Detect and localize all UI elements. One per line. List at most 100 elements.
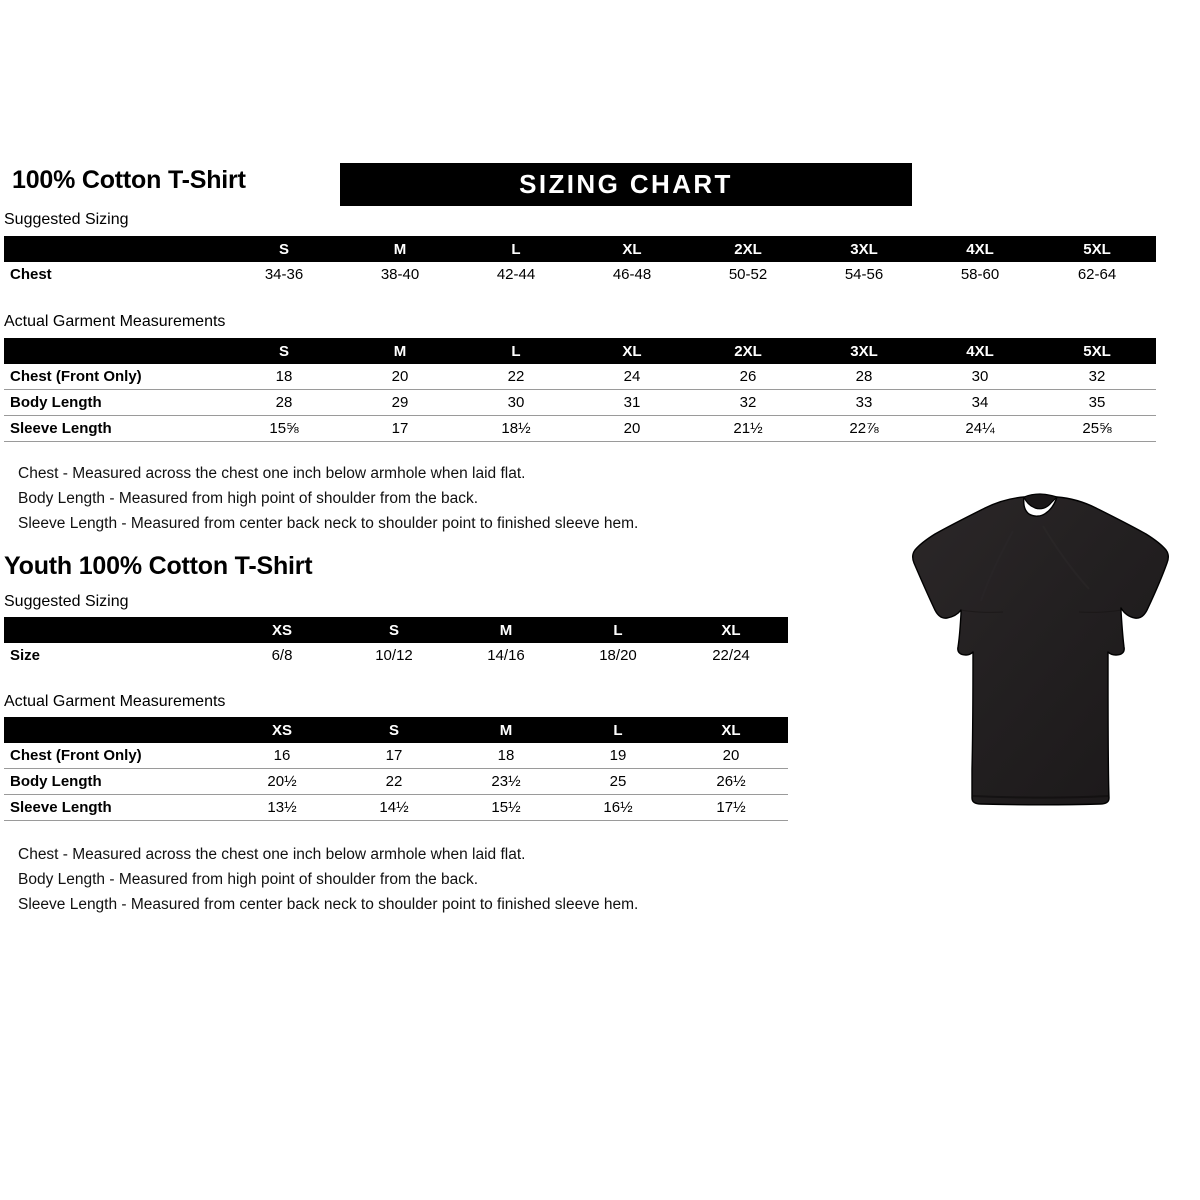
adult-measurement-notes: Chest - Measured across the chest one in…: [18, 461, 638, 536]
youth-measurement-notes: Chest - Measured across the chest one in…: [18, 842, 638, 917]
column-header-m: M: [393, 240, 407, 258]
cell-bodylength-xs: 20½: [267, 773, 297, 790]
adult-actual-measurements-table: S M L XL 2XL 3XL 4XL 5XL Chest (Front On…: [4, 338, 1156, 442]
adult-suggested-sizing-caption: Suggested Sizing: [4, 211, 129, 228]
table-row: Size 6/8 10/12 14/16 18/20 22/24: [4, 643, 788, 668]
cell-chestfront-4xl: 30: [971, 368, 989, 385]
youth-note-sleeve-length: Sleeve Length - Measured from center bac…: [18, 896, 639, 913]
cell-chestfront-xs: 16: [273, 747, 291, 764]
cell-bodylength-l: 25: [609, 773, 627, 790]
header: 100% Cotton T-Shirt SIZING CHART: [8, 163, 1192, 208]
table-row: Chest 34-36 38-40 42-44 46-48 50-52 54-5…: [4, 262, 1156, 287]
cell-size-s: 10/12: [375, 647, 413, 664]
tshirt-icon: [911, 493, 1170, 806]
cell-sleevelength-l: 18½: [501, 420, 531, 437]
column-header-l: L: [511, 342, 521, 360]
cell-bodylength-m: 23½: [491, 773, 521, 790]
column-header-l: L: [613, 621, 623, 639]
youth-section-title: Youth 100% Cotton T-Shirt: [4, 552, 313, 580]
column-header-xl: XL: [622, 342, 642, 360]
table-row: Chest (Front Only) 16 17 18 19 20: [4, 743, 788, 769]
cell-sleevelength-xl: 17½: [716, 799, 746, 816]
cell-bodylength-l: 30: [507, 394, 525, 411]
column-header-3xl: 3XL: [850, 240, 878, 258]
adult-suggested-sizing-table: S M L XL 2XL 3XL 4XL 5XL Chest 34-36 38-…: [4, 236, 1156, 287]
cell-bodylength-4xl: 34: [971, 394, 989, 411]
youth-actual-measurements-table: XS S M L XL Chest (Front Only) 16 17 18 …: [4, 717, 788, 821]
table-header-row: XS S M L XL: [4, 717, 788, 743]
cell-sleevelength-l: 16½: [603, 799, 633, 816]
cell-sleevelength-2xl: 21½: [733, 420, 763, 437]
column-header-rowlabel: [4, 338, 226, 364]
row-label-body-length: Body Length: [10, 773, 102, 790]
column-header-xs: XS: [271, 621, 292, 639]
adult-note-sleeve-length: Sleeve Length - Measured from center bac…: [18, 515, 639, 532]
cell-sleevelength-xl: 20: [623, 420, 641, 437]
cell-chest-4xl: 58-60: [960, 266, 1000, 283]
adult-note-body-length: Body Length - Measured from high point o…: [18, 490, 479, 507]
cell-chest-2xl: 50-52: [728, 266, 768, 283]
cell-size-xl: 22/24: [712, 647, 750, 664]
column-header-2xl: 2XL: [734, 240, 762, 258]
youth-suggested-sizing-caption: Suggested Sizing: [4, 593, 129, 610]
sizing-chart-banner-label: SIZING CHART: [519, 169, 733, 199]
cell-chest-m: 38-40: [380, 266, 420, 283]
cell-chest-5xl: 62-64: [1077, 266, 1117, 283]
table-header-row: S M L XL 2XL 3XL 4XL 5XL: [4, 236, 1156, 262]
cell-chestfront-s: 17: [385, 747, 403, 764]
table-row: Sleeve Length 15⅝ 17 18½ 20 21½ 22⅞ 24¼ …: [4, 416, 1156, 442]
youth-note-body-length: Body Length - Measured from high point o…: [18, 871, 479, 888]
cell-sleevelength-s: 14½: [379, 799, 409, 816]
cell-bodylength-xl: 31: [623, 394, 641, 411]
column-header-m: M: [393, 342, 407, 360]
column-header-rowlabel: [4, 236, 226, 262]
cell-chestfront-xl: 20: [722, 747, 740, 764]
row-label-size: Size: [10, 647, 41, 664]
cell-chestfront-l: 19: [609, 747, 627, 764]
youth-note-chest: Chest - Measured across the chest one in…: [18, 846, 526, 863]
row-label-chest-front-only: Chest (Front Only): [10, 747, 142, 764]
cell-sleevelength-4xl: 24¼: [965, 420, 995, 437]
column-header-s: S: [388, 721, 399, 739]
cell-chestfront-5xl: 32: [1088, 368, 1106, 385]
cell-sleevelength-xs: 13½: [267, 799, 297, 816]
youth-actual-measurements-caption: Actual Garment Measurements: [4, 693, 226, 710]
column-header-m: M: [499, 621, 513, 639]
column-header-l: L: [511, 240, 521, 258]
cell-chestfront-m: 20: [391, 368, 409, 385]
table-header-row: S M L XL 2XL 3XL 4XL 5XL: [4, 338, 1156, 364]
cell-chestfront-l: 22: [507, 368, 525, 385]
cell-chestfront-3xl: 28: [855, 368, 873, 385]
cell-sleevelength-5xl: 25⅝: [1082, 420, 1112, 437]
cell-chest-3xl: 54-56: [844, 266, 884, 283]
tshirt-illustration: [893, 471, 1183, 811]
column-header-5xl: 5XL: [1083, 342, 1111, 360]
cell-bodylength-s: 22: [385, 773, 403, 790]
column-header-rowlabel: [4, 717, 226, 743]
column-header-l: L: [613, 721, 623, 739]
column-header-4xl: 4XL: [966, 342, 994, 360]
cell-chestfront-2xl: 26: [739, 368, 757, 385]
column-header-xl: XL: [721, 721, 741, 739]
column-header-s: S: [278, 342, 289, 360]
cell-sleevelength-3xl: 22⅞: [849, 420, 879, 437]
cell-bodylength-5xl: 35: [1088, 394, 1106, 411]
cell-chestfront-s: 18: [275, 368, 293, 385]
table-header-row: XS S M L XL: [4, 617, 788, 643]
cell-size-xs: 6/8: [271, 647, 293, 664]
cell-sleevelength-m: 15½: [491, 799, 521, 816]
table-row: Chest (Front Only) 18 20 22 24 26 28 30 …: [4, 364, 1156, 390]
column-header-s: S: [388, 621, 399, 639]
row-label-chest-front-only: Chest (Front Only): [10, 368, 142, 385]
cell-bodylength-s: 28: [275, 394, 293, 411]
cell-bodylength-xl: 26½: [716, 773, 746, 790]
cell-chest-xl: 46-48: [612, 266, 652, 283]
cell-chest-l: 42-44: [496, 266, 536, 283]
column-header-m: M: [499, 721, 513, 739]
column-header-3xl: 3XL: [850, 342, 878, 360]
cell-sleevelength-m: 17: [391, 420, 409, 437]
cell-bodylength-3xl: 33: [855, 394, 873, 411]
cell-chestfront-xl: 24: [623, 368, 641, 385]
youth-suggested-sizing-table: XS S M L XL Size 6/8 10/12 14/16 18/20 2…: [4, 617, 788, 668]
